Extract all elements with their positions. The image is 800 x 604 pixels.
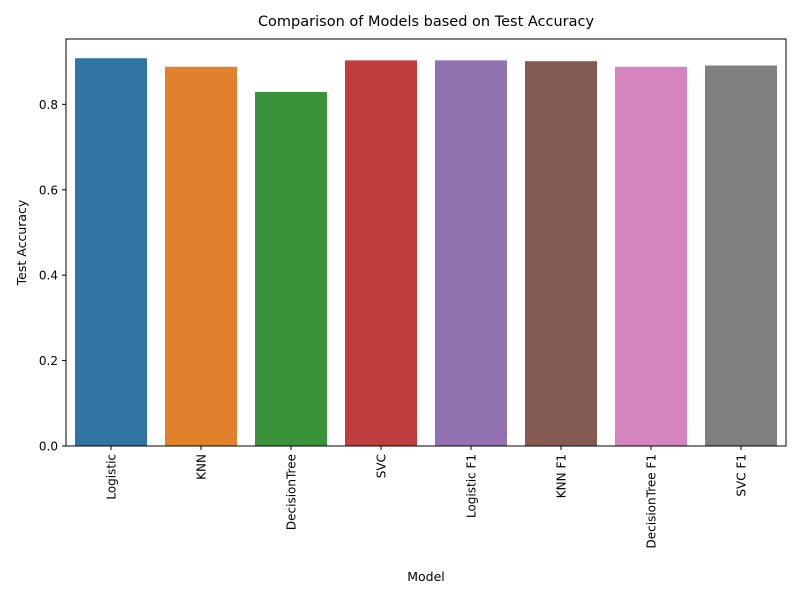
bars-layer bbox=[75, 58, 777, 447]
x-tick-label: DecisionTree F1 bbox=[645, 454, 659, 548]
x-tick-label: DecisionTree bbox=[285, 454, 299, 530]
bar-svc-f1 bbox=[705, 65, 777, 446]
y-tick-label: 0.8 bbox=[39, 98, 58, 112]
y-axis: 0.0 0.2 0.4 0.6 0.8 bbox=[39, 98, 66, 454]
bar-decisiontree bbox=[255, 91, 327, 447]
bar-logistic bbox=[75, 58, 147, 446]
y-tick-label: 0.2 bbox=[39, 354, 58, 368]
x-tick-label: SVC F1 bbox=[735, 454, 749, 497]
x-axis: Logistic KNN DecisionTree SVC Logistic F1 KNN… bbox=[105, 446, 749, 548]
chart-title: Comparison of Models based on Test Accur… bbox=[258, 14, 595, 30]
bar-decisiontree-f1 bbox=[615, 66, 687, 446]
bar-knn bbox=[165, 66, 237, 446]
x-tick-label: Logistic F1 bbox=[465, 454, 479, 518]
bar-svc bbox=[345, 60, 417, 447]
x-tick-label: SVC bbox=[375, 454, 389, 478]
x-tick-label: KNN bbox=[195, 454, 209, 480]
y-tick-label: 0.6 bbox=[39, 183, 58, 197]
y-tick-label: 0.4 bbox=[39, 269, 58, 283]
bar-knn-f1 bbox=[525, 61, 597, 446]
y-tick-label: 0.0 bbox=[39, 440, 58, 454]
x-tick-label: KNN F1 bbox=[555, 454, 569, 498]
x-axis-label: Model bbox=[407, 569, 445, 584]
bar-logistic-f1 bbox=[435, 60, 507, 447]
plot-frame bbox=[65, 38, 787, 447]
x-tick-label: Logistic bbox=[105, 454, 119, 500]
y-axis-label: Test Accuracy bbox=[14, 199, 29, 286]
